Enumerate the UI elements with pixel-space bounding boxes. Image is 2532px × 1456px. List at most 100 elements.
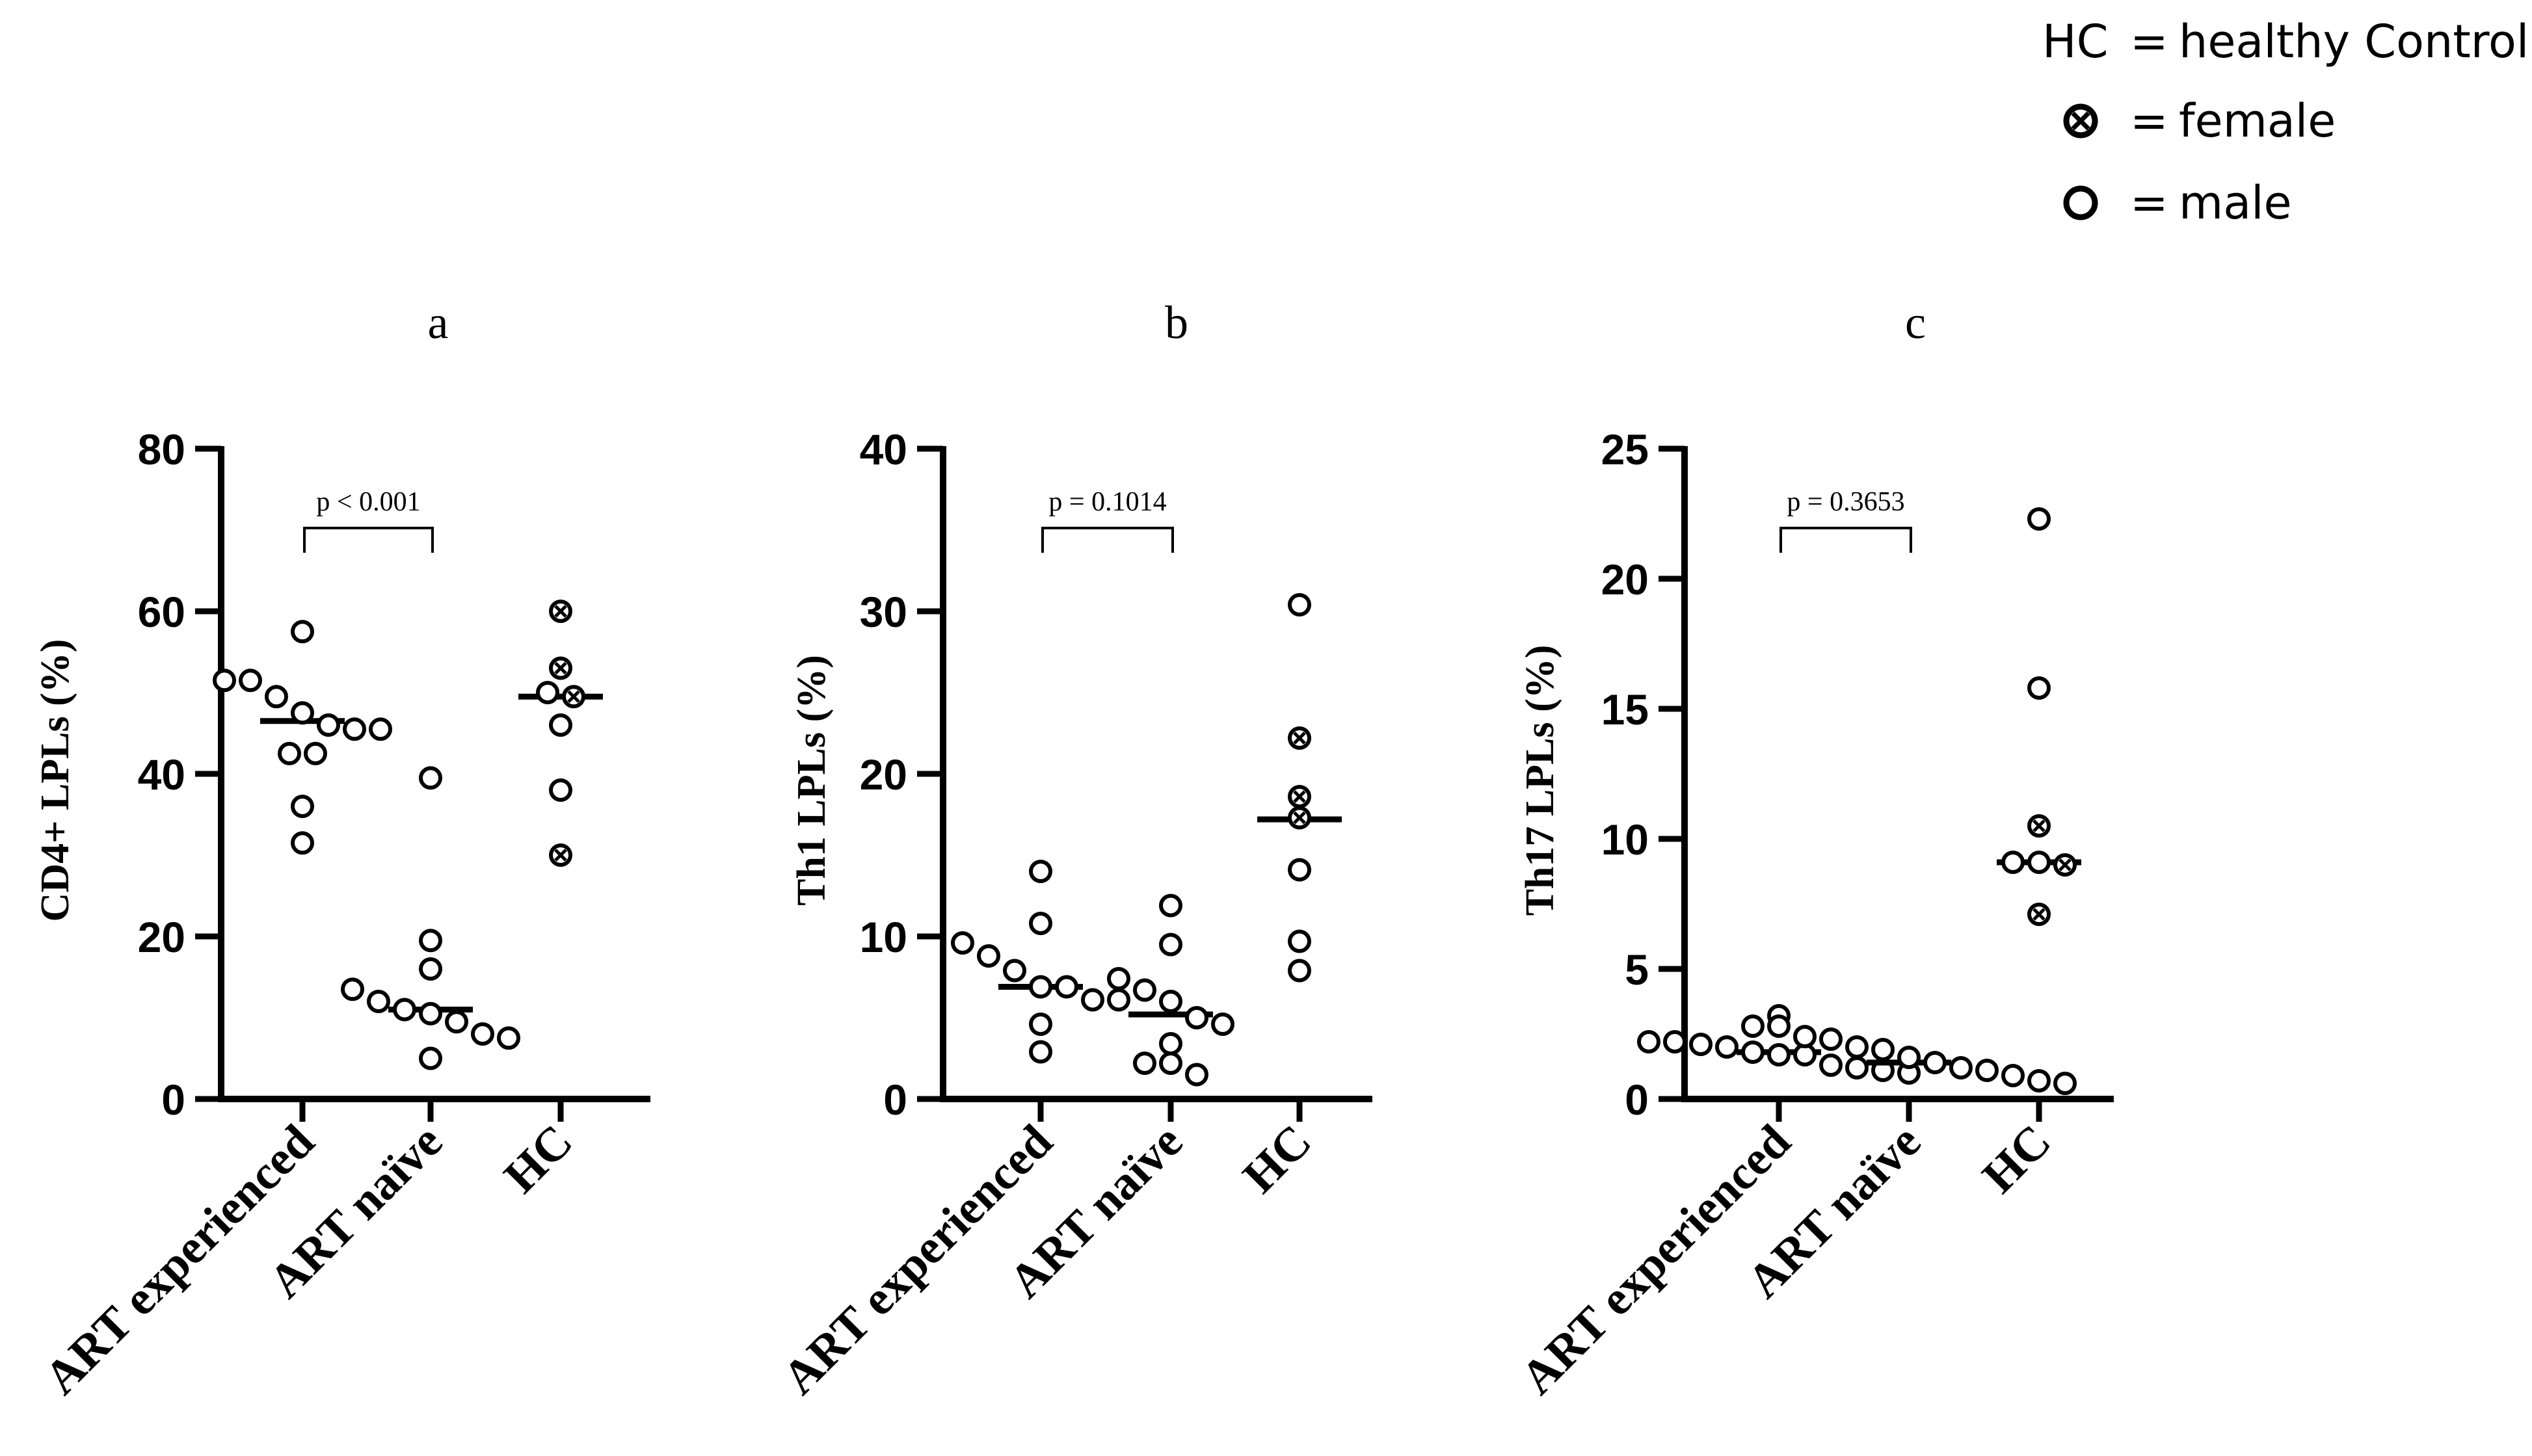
data-point-male [1975, 1059, 1999, 1082]
y-tick-label: 0 [883, 1076, 907, 1124]
legend-female-equals: = [2130, 94, 2168, 148]
data-point-male [1767, 1043, 1791, 1066]
y-tick-label: 15 [1601, 685, 1649, 734]
data-point-female [549, 656, 572, 680]
legend-male-equals: = [2130, 176, 2168, 230]
y-tick-label: 10 [860, 913, 907, 961]
data-point-male [239, 668, 262, 693]
panel-letter: a [428, 297, 449, 349]
data-point-male [1159, 1052, 1182, 1075]
data-point-male [2027, 1069, 2051, 1092]
x-category-label: HC [1233, 1115, 1322, 1203]
data-point-male [1107, 967, 1130, 990]
data-point-male [2027, 851, 2051, 874]
data-point-male [977, 944, 1000, 968]
legend-hc-text: healthy Control [2179, 15, 2529, 68]
data-point-male [2053, 1072, 2077, 1095]
circle-with-x-icon [2063, 103, 2098, 139]
data-point-male [1185, 1006, 1208, 1029]
p-value-label: p < 0.001 [316, 487, 420, 517]
data-point-male [265, 685, 288, 709]
data-point-female [1288, 806, 1311, 830]
data-point-male [445, 1010, 468, 1034]
data-point-male [1923, 1051, 1947, 1074]
data-point-male [1741, 1040, 1765, 1064]
data-point-female [2027, 903, 2051, 926]
data-point-male [419, 1046, 442, 1070]
data-point-male [1288, 858, 1311, 882]
data-point-male [2001, 851, 2025, 874]
data-point-male [1107, 988, 1130, 1012]
y-tick-label: 40 [138, 750, 185, 799]
y-tick-label: 60 [138, 588, 185, 636]
data-point-male [1029, 860, 1052, 883]
data-point-male [343, 717, 366, 741]
data-point-male [291, 701, 314, 725]
data-point-male [1029, 912, 1052, 935]
data-point-male [1159, 990, 1182, 1013]
y-tick-label: 40 [860, 425, 907, 473]
data-point-male [1819, 1053, 1843, 1077]
data-point-male [1637, 1030, 1660, 1053]
data-point-male [1897, 1046, 1921, 1069]
data-point-male [1663, 1030, 1686, 1053]
data-point-male [1845, 1056, 1869, 1079]
y-tick-label: 20 [860, 750, 907, 799]
data-point-male [1029, 1013, 1052, 1036]
data-point-male [341, 977, 364, 1001]
data-point-male [2001, 1064, 2025, 1087]
data-point-male [497, 1026, 520, 1050]
y-tick-label: 10 [1601, 815, 1649, 864]
x-category-label: HC [1973, 1115, 2061, 1203]
data-point-male [1055, 975, 1078, 999]
data-point-male [1029, 1040, 1052, 1064]
data-point-male [1133, 1052, 1156, 1075]
y-tick-label: 80 [138, 425, 185, 473]
data-point-male [393, 998, 416, 1022]
data-point-male [291, 795, 314, 818]
legend: HC = healthy Control = female = male [2042, 15, 2529, 230]
open-circle-icon [2063, 185, 2098, 220]
legend-male-text: male [2179, 176, 2292, 230]
data-point-male [278, 741, 301, 765]
data-point-male [291, 831, 314, 855]
data-point-male [951, 931, 974, 955]
data-point-male [1819, 1027, 1843, 1051]
comparison-bracket [303, 527, 434, 553]
data-point-male [2027, 676, 2051, 700]
data-point-female [562, 685, 585, 709]
data-point-male [1288, 929, 1311, 953]
p-value-label: p = 0.3653 [1787, 487, 1904, 517]
data-point-male [1081, 988, 1104, 1012]
data-point-male [369, 717, 392, 741]
panel-letter: c [1905, 297, 1926, 349]
data-point-male [1288, 593, 1311, 616]
data-point-male [1159, 893, 1182, 918]
data-point-male [536, 681, 559, 704]
y-tick-label: 20 [1601, 555, 1649, 603]
data-point-male [291, 620, 314, 644]
data-point-male [1159, 1032, 1182, 1055]
data-point-male [419, 929, 442, 953]
y-axis-title: Th17 LPLs (%) [1518, 645, 1562, 916]
data-point-male [1029, 975, 1052, 999]
data-point-male [317, 713, 340, 737]
y-axis-title: Th1 LPLs (%) [790, 655, 834, 906]
data-point-male [367, 990, 390, 1013]
data-point-male [549, 778, 572, 802]
y-tick-label: 30 [860, 588, 907, 636]
data-point-female [549, 843, 572, 867]
data-point-male [419, 1001, 442, 1026]
y-tick-label: 25 [1601, 425, 1649, 473]
data-point-male [419, 957, 442, 981]
data-point-male [1288, 959, 1311, 983]
data-point-male [1715, 1035, 1739, 1059]
data-point-male [1871, 1038, 1895, 1061]
y-axis-title: CD4+ LPLs (%) [33, 639, 77, 922]
data-point-male [1133, 978, 1156, 1002]
legend-hc-key: HC [2042, 15, 2109, 68]
data-point-male [1949, 1056, 1973, 1079]
